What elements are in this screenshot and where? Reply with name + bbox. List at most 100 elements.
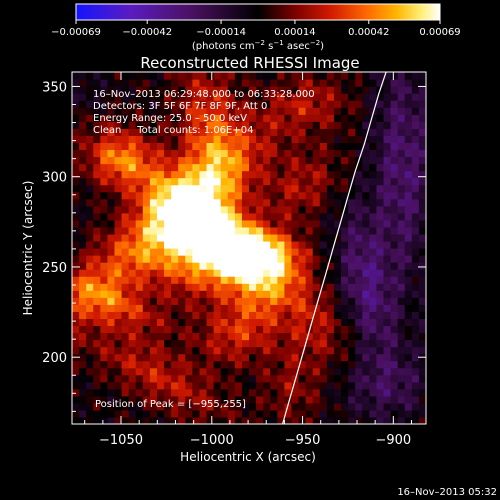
heatmap-cell — [164, 240, 172, 249]
heatmap-cell — [185, 128, 193, 136]
heatmap-cell — [206, 191, 215, 200]
heatmap-cell — [411, 128, 420, 136]
heatmap-cell — [128, 374, 137, 383]
heatmap-cell — [241, 360, 250, 369]
heatmap-cell — [333, 205, 342, 214]
heatmap-cell — [93, 212, 101, 221]
heatmap-cell — [305, 388, 314, 397]
heatmap-cell — [164, 269, 172, 277]
heatmap-cell — [234, 269, 243, 277]
heatmap-cell — [206, 107, 215, 115]
heatmap-cell — [185, 276, 193, 284]
heatmap-cell — [72, 255, 80, 263]
heatmap-cell — [305, 205, 314, 214]
heatmap-cell — [298, 93, 307, 101]
heatmap-cell — [376, 79, 385, 87]
heatmap-cell — [404, 86, 413, 94]
heatmap-cell — [107, 269, 116, 277]
heatmap-cell — [312, 212, 321, 221]
heatmap-cell — [234, 311, 243, 319]
heatmap-cell — [270, 100, 278, 108]
heatmap-cell — [135, 156, 144, 165]
heatmap-cell — [142, 100, 151, 108]
heatmap-cell — [256, 318, 264, 327]
heatmap-cell — [333, 163, 342, 172]
heatmap-cell — [341, 269, 349, 277]
heatmap-cell — [192, 381, 201, 390]
heatmap-cell — [128, 381, 137, 390]
heatmap-cell — [326, 177, 335, 186]
heatmap-cell — [333, 107, 342, 115]
heatmap-cell — [164, 149, 172, 158]
heatmap-cell — [135, 163, 144, 172]
heatmap-cell — [348, 290, 356, 298]
heatmap-cell — [355, 121, 363, 129]
heatmap-cell — [171, 255, 179, 263]
heatmap-cell — [107, 276, 116, 284]
heatmap-cell — [319, 255, 328, 263]
heatmap-cell — [362, 205, 370, 214]
heatmap-cell — [305, 269, 314, 277]
heatmap-cell — [362, 121, 370, 129]
heatmap-cell — [164, 72, 172, 80]
heatmap-cell — [284, 339, 293, 348]
heatmap-cell — [397, 163, 406, 172]
heatmap-cell — [277, 318, 285, 327]
heatmap-cell — [79, 416, 87, 424]
heatmap-cell — [185, 339, 193, 348]
heatmap-cell — [156, 248, 165, 256]
heatmap-cell — [404, 79, 413, 87]
heatmap-cell — [128, 212, 137, 221]
heatmap-cell — [185, 409, 193, 418]
heatmap-cell — [164, 184, 172, 193]
heatmap-cell — [128, 205, 137, 214]
heatmap-cell — [397, 283, 406, 291]
heatmap-cell — [333, 283, 342, 291]
heatmap-cell — [418, 107, 426, 115]
heatmap-cell — [277, 409, 285, 418]
heatmap-cell — [121, 332, 130, 341]
heatmap-cell — [355, 142, 363, 151]
heatmap-cell — [86, 360, 94, 369]
heatmap-cell — [263, 226, 271, 235]
heatmap-cell — [376, 248, 385, 256]
heatmap-cell — [369, 311, 378, 319]
heatmap-cell — [164, 93, 172, 101]
heatmap-cell — [284, 163, 293, 172]
heatmap-cell — [185, 304, 193, 312]
heatmap-cell — [298, 360, 307, 369]
heatmap-cell — [227, 297, 236, 305]
heatmap-cell — [220, 290, 229, 298]
heatmap-cell — [100, 205, 108, 214]
heatmap-cell — [79, 381, 87, 390]
heatmap-cell — [114, 304, 123, 312]
heatmap-cell — [348, 128, 356, 136]
heatmap-cell — [383, 248, 392, 256]
heatmap-cell — [390, 114, 399, 122]
heatmap-cell — [227, 388, 236, 397]
heatmap-cell — [263, 339, 271, 348]
heatmap-cell — [128, 184, 137, 193]
heatmap-cell — [312, 128, 321, 136]
heatmap-cell — [86, 388, 94, 397]
heatmap-cell — [383, 128, 392, 136]
heatmap-cell — [149, 240, 158, 249]
heatmap-cell — [164, 346, 172, 355]
heatmap-cell — [277, 191, 285, 200]
heatmap-cell — [100, 304, 108, 312]
colorbar-tick-label: −0.00014 — [196, 27, 246, 38]
heatmap-cell — [383, 262, 392, 270]
heatmap-cell — [79, 100, 87, 108]
heatmap-cell — [312, 276, 321, 284]
heatmap-cell — [383, 191, 392, 200]
heatmap-cell — [199, 311, 208, 319]
chart-title: Reconstructed RHESSI Image — [140, 54, 359, 72]
heatmap-cell — [100, 233, 108, 242]
heatmap-cell — [135, 395, 144, 404]
heatmap-cell — [284, 240, 293, 249]
heatmap-cell — [185, 332, 193, 341]
heatmap-cell — [270, 409, 278, 418]
heatmap-cell — [256, 402, 264, 411]
heatmap-cell — [241, 163, 250, 172]
heatmap-cell — [341, 177, 349, 186]
